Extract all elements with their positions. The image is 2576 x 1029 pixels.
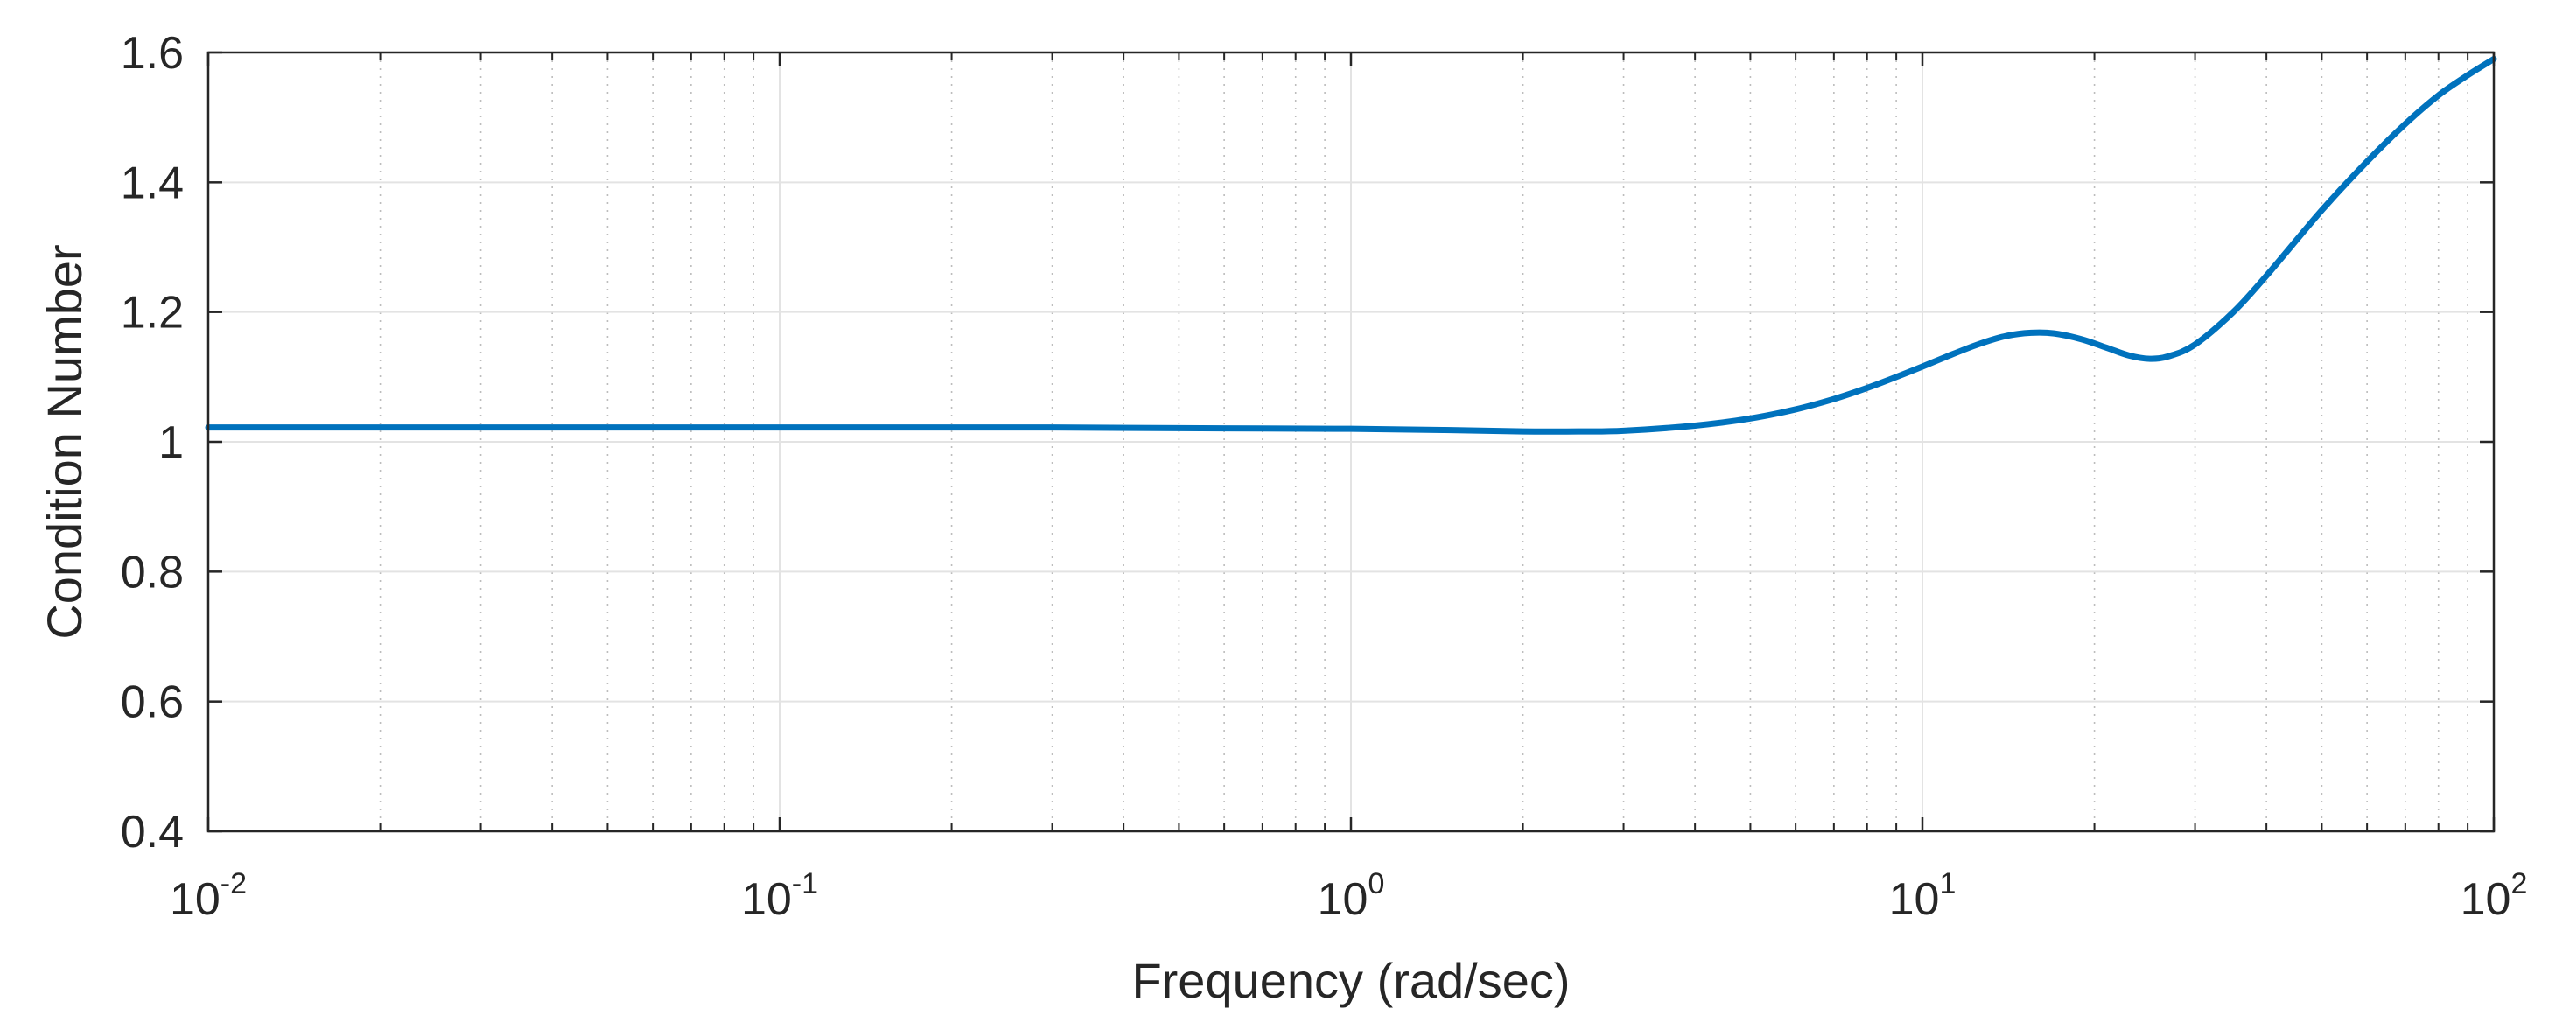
y-tick-label: 0.6: [121, 677, 184, 728]
x-tick-labels: 10-2 10-1 100 101 102: [170, 867, 2527, 925]
y-tick-labels: 0.4 0.6 0.8 1 1.2 1.4 1.6: [121, 28, 184, 858]
x-tick-label: 102: [2460, 867, 2528, 925]
y-tick-label: 1.6: [121, 28, 184, 79]
x-tick-label: 10-1: [741, 867, 818, 925]
x-axis-label: Frequency (rad/sec): [1131, 953, 1570, 1008]
condition-number-line: [205, 55, 2497, 435]
y-tick-label: 1.2: [121, 288, 184, 339]
y-axis-label: Condition Number: [37, 244, 92, 639]
x-tick-label: 101: [1889, 867, 1956, 925]
x-tick-label: 100: [1318, 867, 1385, 925]
x-tick-label: 10-2: [170, 867, 247, 925]
y-tick-label: 0.8: [121, 547, 184, 598]
y-tick-label: 1: [158, 417, 184, 468]
tick-marks: [206, 51, 2496, 833]
y-tick-label: 1.4: [121, 158, 184, 208]
y-tick-label: 0.4: [121, 807, 184, 858]
series-layer: [205, 55, 2497, 435]
